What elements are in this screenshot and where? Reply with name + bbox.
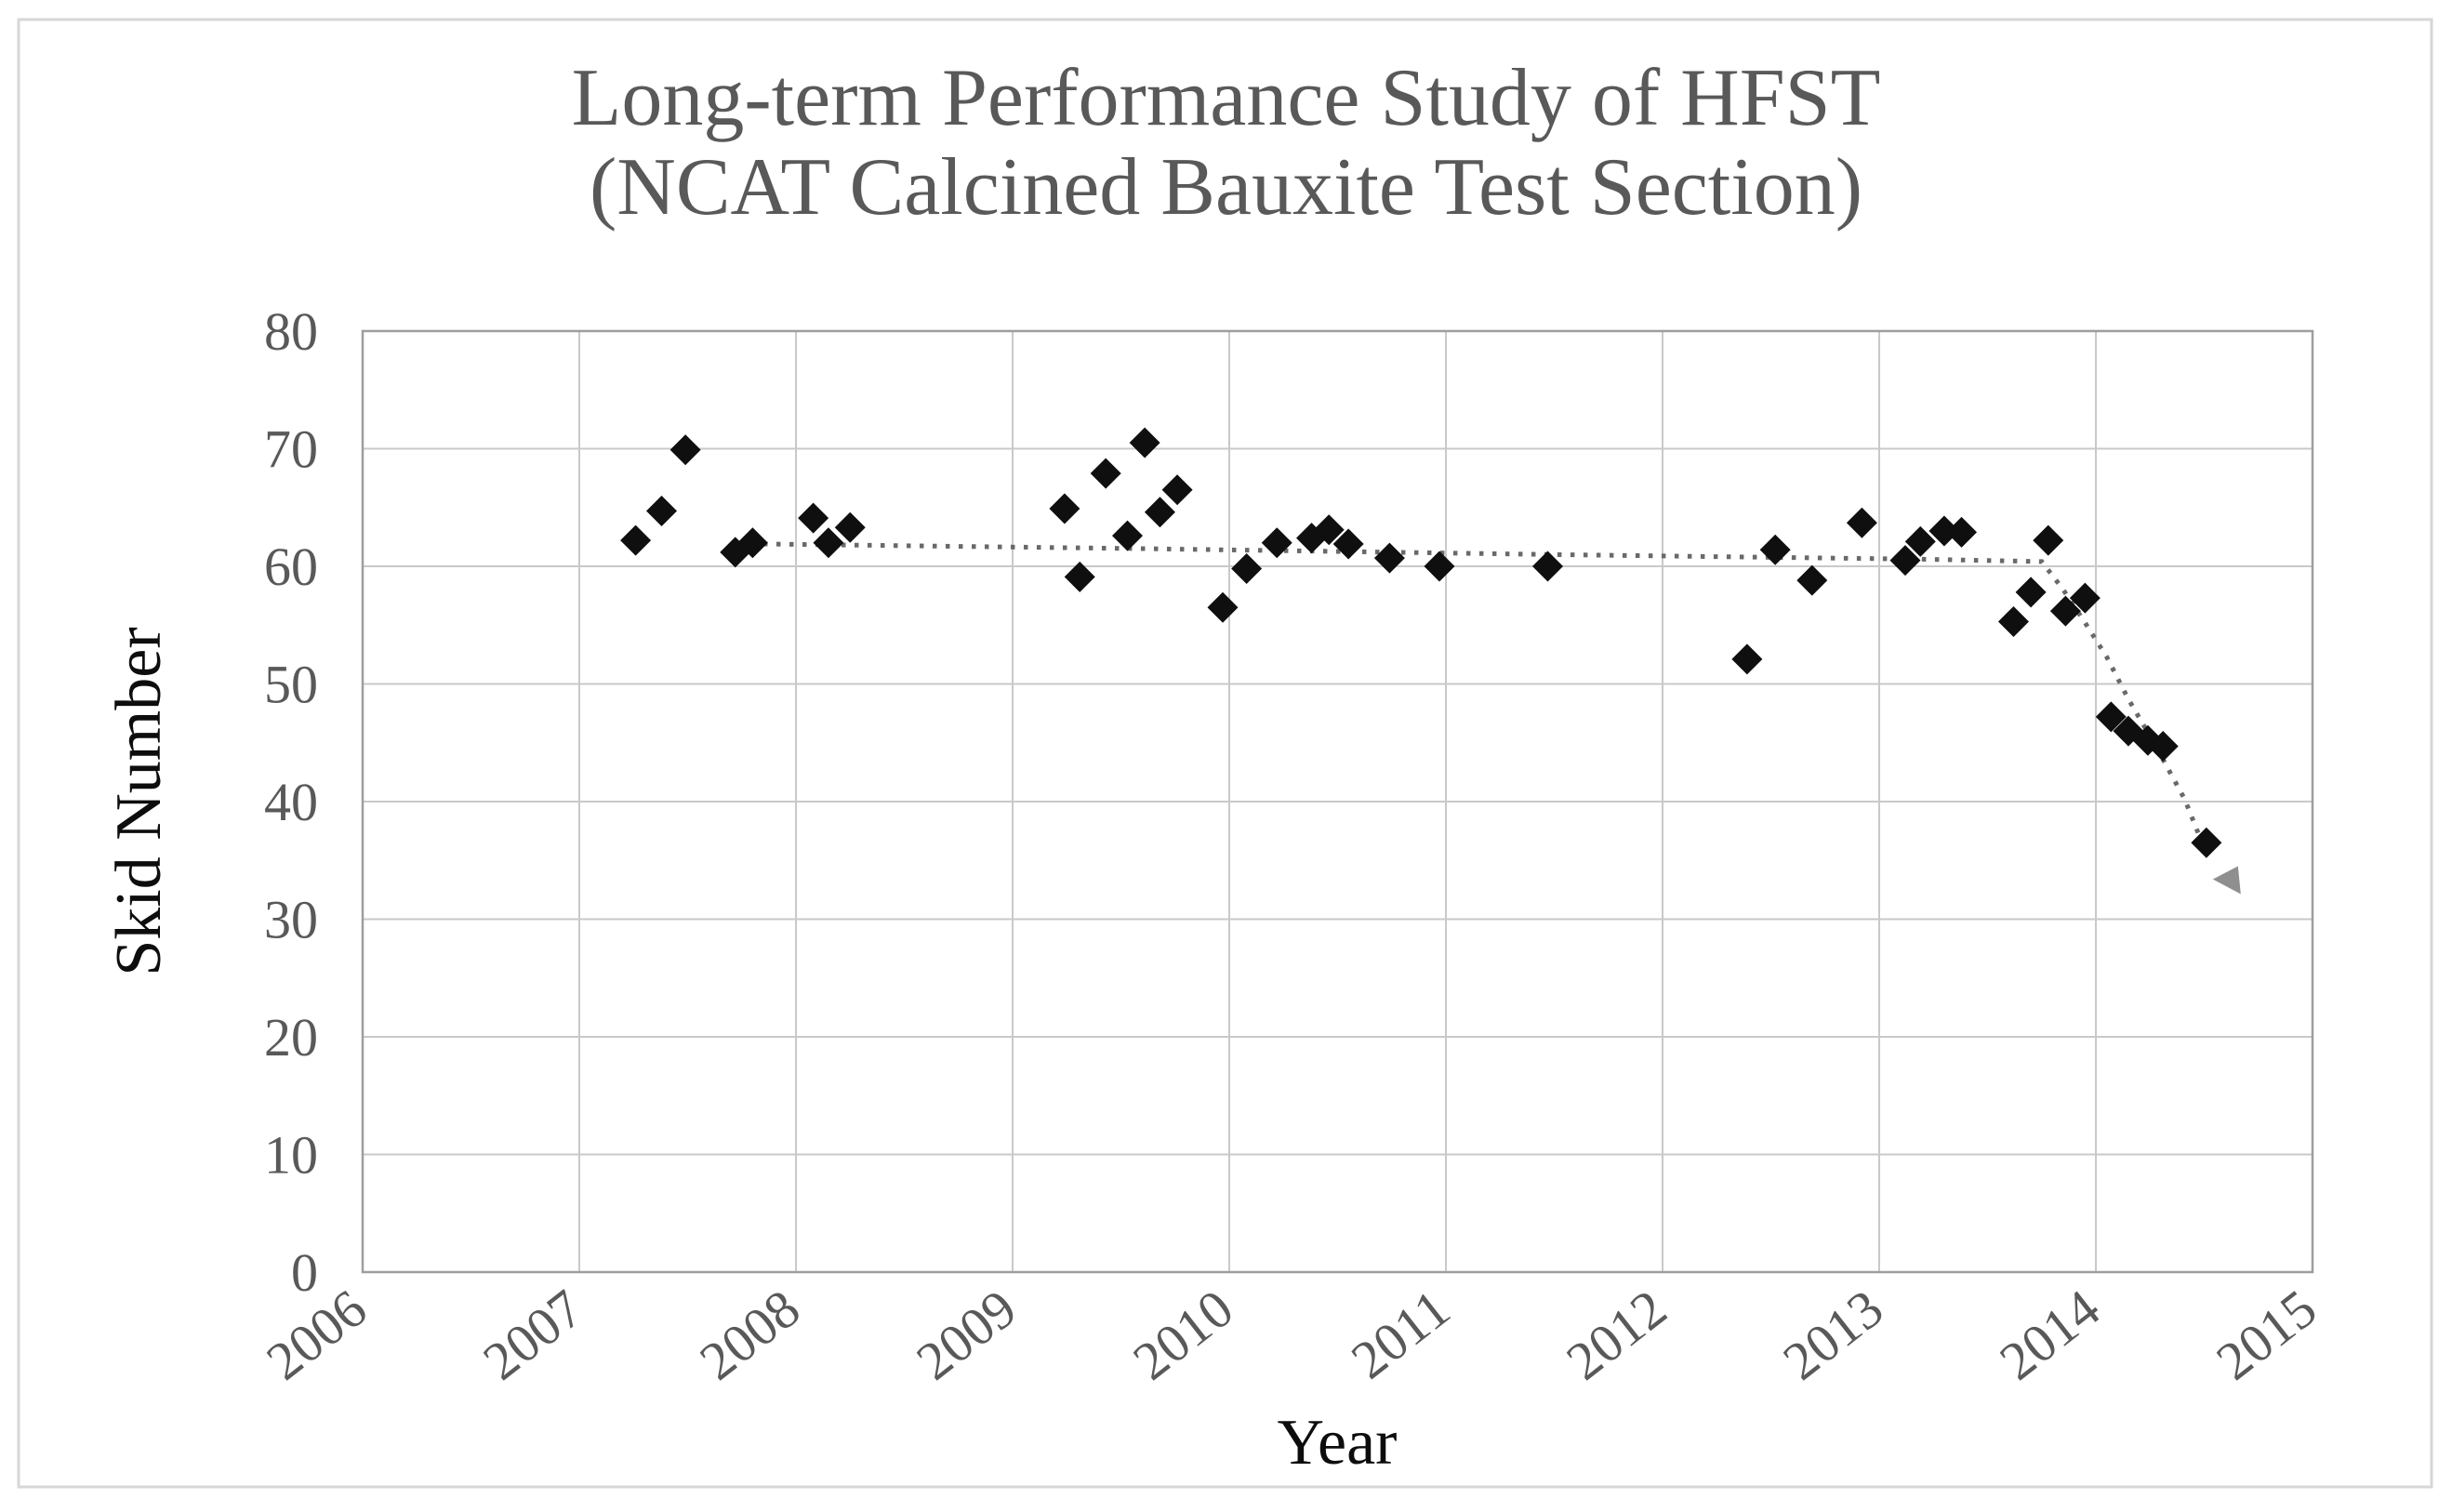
data-point (1261, 527, 1292, 559)
data-point (1049, 493, 1080, 524)
data-point (2015, 577, 2047, 608)
x-tick-label: 2008 (689, 1278, 811, 1392)
data-point (2033, 524, 2064, 556)
x-tick-label: 2010 (1122, 1278, 1244, 1392)
data-point (1946, 516, 1978, 548)
y-tick-label: 10 (264, 1125, 318, 1186)
data-point (1090, 458, 1121, 489)
chart-title-line2: (NCAT Calcined Bauxite Test Section) (589, 142, 1863, 232)
data-point (1161, 474, 1193, 506)
data-point (1424, 550, 1455, 582)
x-tick-label: 2009 (906, 1278, 1027, 1392)
data-point (1846, 507, 1877, 538)
trend-arrowhead (2212, 866, 2241, 895)
data-point (1997, 605, 2029, 637)
data-point (2049, 595, 2081, 627)
x-axis-title: Year (1277, 1407, 1398, 1479)
x-tick-label: 2013 (1772, 1278, 1894, 1392)
x-tick-label: 2012 (1556, 1278, 1677, 1392)
x-tick-label: 2014 (1989, 1278, 2111, 1392)
y-tick-label: 80 (264, 301, 318, 362)
y-tick-label: 30 (264, 890, 318, 950)
y-axis-title: Skid Number (103, 627, 175, 976)
data-point (2147, 731, 2179, 763)
x-tick-label: 2007 (472, 1278, 594, 1392)
data-point (1332, 528, 1364, 560)
y-tick-label: 60 (264, 537, 318, 597)
data-point (620, 524, 652, 556)
data-point (1144, 497, 1175, 528)
y-tick-label: 20 (264, 1007, 318, 1068)
data-point (669, 434, 701, 466)
chart-title-line1: Long-term Performance Study of HFST (571, 53, 1881, 143)
data-point (1759, 534, 1791, 565)
data-point (1928, 515, 1960, 547)
y-tick-label: 50 (264, 655, 318, 715)
data-point (1231, 553, 1263, 585)
data-point (1904, 525, 1936, 557)
data-point (1064, 561, 1095, 592)
data-point (646, 496, 678, 527)
data-point (2095, 701, 2127, 733)
data-point (1532, 550, 1564, 582)
x-tick-label: 2015 (2206, 1278, 2327, 1392)
y-tick-label: 0 (291, 1242, 318, 1303)
data-point (1313, 514, 1345, 546)
data-point (813, 527, 844, 559)
data-point (1373, 542, 1405, 574)
chart-title: Long-term Performance Study of HFST (NCA… (0, 54, 2452, 232)
y-tick-label: 40 (264, 772, 318, 832)
data-point (1207, 591, 1239, 623)
trendline (762, 541, 2209, 855)
data-point (2191, 827, 2222, 858)
data-point (1731, 643, 1763, 675)
data-point (1111, 520, 1143, 551)
data-point (798, 502, 829, 534)
data-point (1889, 545, 1921, 577)
data-point (1796, 564, 1828, 596)
x-tick-label: 2011 (1340, 1278, 1461, 1390)
figure-border (17, 18, 2433, 1489)
data-point (1129, 427, 1160, 458)
data-point (2069, 582, 2101, 614)
data-point (834, 511, 866, 543)
plot-border (361, 329, 2314, 1274)
data-point (736, 527, 768, 559)
y-tick-label: 70 (264, 419, 318, 480)
